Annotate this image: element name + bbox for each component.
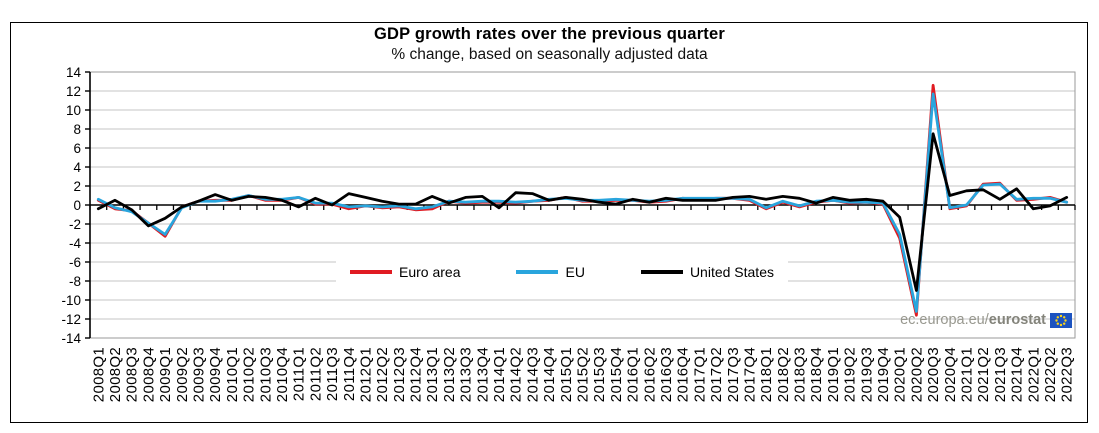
x-tick-label: 2008Q4 xyxy=(140,347,157,402)
x-tick-label: 2008Q1 xyxy=(90,347,107,402)
x-tick-label: 2010Q4 xyxy=(274,347,291,402)
series-line-united-states xyxy=(96,132,1069,292)
x-tick-label: 2012Q2 xyxy=(374,347,391,402)
x-tick-label: 2021Q4 xyxy=(1009,347,1026,402)
eurostat-watermark: ec.europa.eu/eurostat xyxy=(900,312,1072,328)
figure-border xyxy=(10,22,1088,423)
legend-item-euro-area: Euro area xyxy=(350,264,460,280)
x-tick-label: 2020Q4 xyxy=(942,347,959,402)
legend-line-united-states xyxy=(640,270,683,274)
x-tick-label: 2015Q3 xyxy=(591,347,608,402)
x-tick-label: 2013Q3 xyxy=(458,347,475,402)
x-tick-label: 2018Q4 xyxy=(808,347,825,402)
y-tick-label: -6 xyxy=(69,255,81,270)
y-tick-label: -8 xyxy=(69,274,81,289)
x-tick-label: 2015Q1 xyxy=(558,347,575,402)
x-tick-label: 2014Q2 xyxy=(508,347,525,402)
y-tick-label: -14 xyxy=(61,331,81,346)
x-tick-label: 2019Q4 xyxy=(875,347,892,402)
x-tick-label: 2008Q2 xyxy=(107,347,124,402)
x-tick-label: 2012Q1 xyxy=(357,347,374,402)
x-tick-label: 2012Q4 xyxy=(408,347,425,402)
y-tick-label: 0 xyxy=(73,198,81,213)
x-tick-label: 2021Q1 xyxy=(958,347,975,402)
watermark-brand: eurostat xyxy=(988,312,1046,328)
x-tick-label: 2022Q3 xyxy=(1059,347,1076,402)
x-tick-label: 2020Q3 xyxy=(925,347,942,402)
y-tick-label: 14 xyxy=(66,65,82,80)
chart-subtitle: % change, based on seasonally adjusted d… xyxy=(391,46,708,63)
y-tick-label: 8 xyxy=(73,122,81,137)
x-tick-label: 2009Q2 xyxy=(174,347,191,402)
x-tick-label: 2010Q3 xyxy=(257,347,274,402)
x-tick-label: 2016Q1 xyxy=(625,347,642,402)
y-tick-label: 2 xyxy=(73,179,81,194)
x-tick-label: 2015Q2 xyxy=(575,347,592,402)
y-tick-label: -12 xyxy=(61,312,81,327)
x-tick-label: 2022Q2 xyxy=(1042,347,1059,402)
chart-title: GDP growth rates over the previous quart… xyxy=(373,25,726,43)
x-tick-label: 2011Q4 xyxy=(341,347,358,401)
legend-label: United States xyxy=(689,264,774,280)
legend-line-euro-area xyxy=(350,270,392,274)
x-tick-label: 2011Q2 xyxy=(307,347,324,401)
x-tick-label: 2020Q1 xyxy=(892,347,909,402)
x-tick-label: 2011Q1 xyxy=(291,347,308,401)
x-tick-label: 2017Q4 xyxy=(741,347,758,402)
x-tick-label: 2018Q1 xyxy=(758,347,775,402)
x-tick-label: 2014Q3 xyxy=(524,347,541,402)
x-tick-label: 2016Q4 xyxy=(675,347,692,402)
y-tick-label: -4 xyxy=(69,236,81,251)
x-tick-label: 2014Q4 xyxy=(541,347,558,402)
y-tick-label: 6 xyxy=(73,141,81,156)
x-tick-label: 2014Q1 xyxy=(491,347,508,402)
x-tick-label: 2009Q3 xyxy=(191,347,208,402)
legend-item-united-states: United States xyxy=(640,264,774,280)
y-tick-label: 4 xyxy=(73,160,81,175)
eu-flag-icon xyxy=(1050,312,1072,328)
legend-item-eu: EU xyxy=(516,264,585,280)
x-tick-label: 2018Q3 xyxy=(792,347,809,402)
x-tick-label: 2019Q2 xyxy=(842,347,859,402)
legend-line-eu xyxy=(516,270,559,274)
x-tick-label: 2021Q2 xyxy=(975,347,992,402)
x-tick-label: 2019Q3 xyxy=(858,347,875,402)
x-tick-label: 2022Q1 xyxy=(1025,347,1042,402)
x-tick-label: 2013Q4 xyxy=(474,347,491,402)
x-tick-label: 2011Q3 xyxy=(324,347,341,401)
watermark-url-prefix: ec.europa.eu/ xyxy=(900,312,989,328)
x-tick-label: 2010Q2 xyxy=(241,347,258,402)
x-tick-label: 2015Q4 xyxy=(608,347,625,402)
x-tick-label: 2021Q3 xyxy=(992,347,1009,402)
x-tick-label: 2019Q1 xyxy=(825,347,842,402)
x-tick-label: 2010Q1 xyxy=(224,347,241,402)
x-tick-label: 2013Q2 xyxy=(441,347,458,402)
x-tick-label: 2017Q1 xyxy=(691,347,708,402)
x-tick-label: 2017Q2 xyxy=(708,347,725,402)
x-tick-label: 2009Q4 xyxy=(207,347,224,402)
y-tick-label: 12 xyxy=(66,84,81,99)
y-tick-label: 10 xyxy=(66,103,81,118)
x-tick-label: 2018Q2 xyxy=(775,347,792,402)
x-tick-label: 2017Q3 xyxy=(725,347,742,402)
x-tick-label: 2013Q1 xyxy=(424,347,441,402)
x-tick-label: 2016Q2 xyxy=(641,347,658,402)
legend-label: Euro area xyxy=(399,264,461,280)
y-tick-label: -10 xyxy=(61,293,81,308)
legend: Euro area EU United States xyxy=(336,261,788,283)
x-tick-label: 2012Q3 xyxy=(391,347,408,402)
legend-label: EU xyxy=(565,264,585,280)
x-tick-label: 2016Q3 xyxy=(658,347,675,402)
y-tick-label: -2 xyxy=(69,217,81,232)
x-tick-label: 2020Q2 xyxy=(908,347,925,402)
x-tick-label: 2008Q3 xyxy=(124,347,141,402)
x-tick-label: 2009Q1 xyxy=(157,347,174,402)
